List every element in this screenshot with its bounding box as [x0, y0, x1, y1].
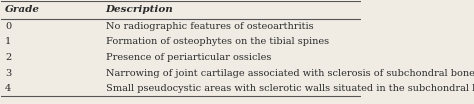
Text: Description: Description	[106, 5, 173, 14]
Text: Narrowing of joint cartilage associated with sclerosis of subchondral bone: Narrowing of joint cartilage associated …	[106, 69, 474, 77]
Text: 2: 2	[5, 53, 11, 62]
Text: Formation of osteophytes on the tibial spines: Formation of osteophytes on the tibial s…	[106, 37, 329, 46]
Text: Grade: Grade	[5, 5, 40, 14]
Text: No radiographic features of osteoarthritis: No radiographic features of osteoarthrit…	[106, 22, 313, 31]
Text: 4: 4	[5, 84, 11, 93]
Text: Presence of periarticular ossicles: Presence of periarticular ossicles	[106, 53, 271, 62]
Text: 0: 0	[5, 22, 11, 31]
Text: Small pseudocystic areas with sclerotic walls situated in the subchondral b: Small pseudocystic areas with sclerotic …	[106, 84, 474, 93]
Text: 3: 3	[5, 69, 11, 77]
Text: 1: 1	[5, 37, 11, 46]
